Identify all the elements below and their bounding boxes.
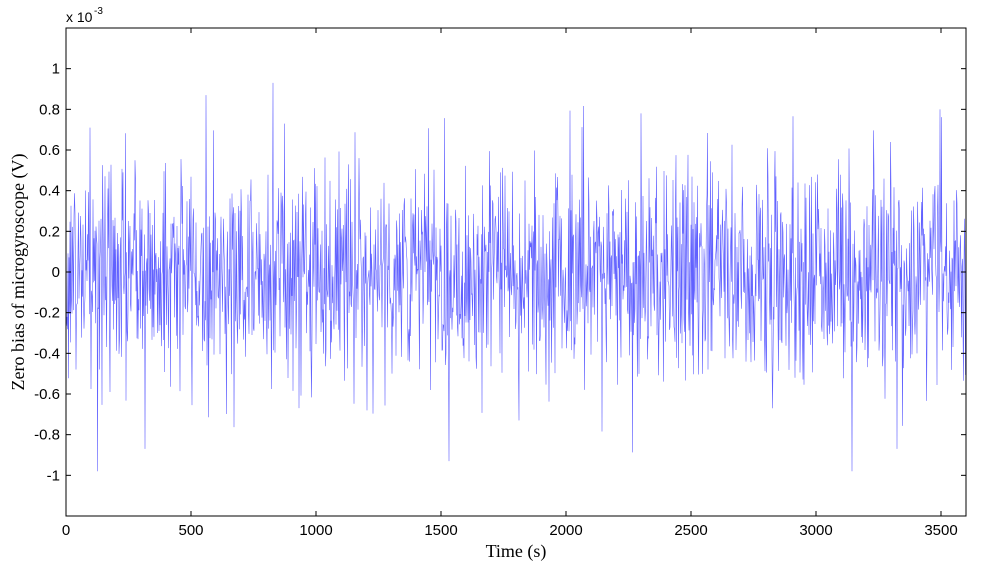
x-tick-label: 2000: [549, 522, 582, 539]
x-tick-label: 1000: [299, 522, 332, 539]
x-tick-label: 3000: [799, 522, 832, 539]
x-tick-label: 1500: [424, 522, 457, 539]
y-scale-label: x 10: [66, 9, 93, 25]
y-tick-label: 0.8: [39, 101, 60, 118]
y-tick-label: -1: [47, 467, 60, 484]
y-tick-label: -0.4: [34, 345, 60, 362]
series-line: [65, 82, 967, 472]
y-tick-label: -0.6: [34, 386, 60, 403]
y-axis-label: Zero bias of microgyroscope (V): [8, 154, 29, 391]
y-scale-exponent: -3: [94, 6, 103, 17]
x-tick-label: 500: [178, 522, 203, 539]
tick-layer: 0 500 1000 1500 2000 2500 3000 3500 -1 -0.8 -0.6 -0…: [34, 28, 966, 539]
y-tick-label: -0.2: [34, 305, 60, 322]
y-tick-label: 0: [52, 264, 60, 281]
y-tick-label: 1: [52, 61, 60, 78]
y-tick-label: 0.2: [39, 223, 60, 240]
x-tick-label: 0: [62, 522, 70, 539]
x-tick-label: 3500: [924, 522, 957, 539]
series-layer: [65, 82, 967, 472]
y-tick-label: 0.4: [39, 183, 60, 200]
y-tick-label: 0.6: [39, 142, 60, 159]
y-tick-label: -0.8: [34, 427, 60, 444]
x-axis-label: Time (s): [486, 541, 547, 562]
x-tick-label: 2500: [674, 522, 707, 539]
